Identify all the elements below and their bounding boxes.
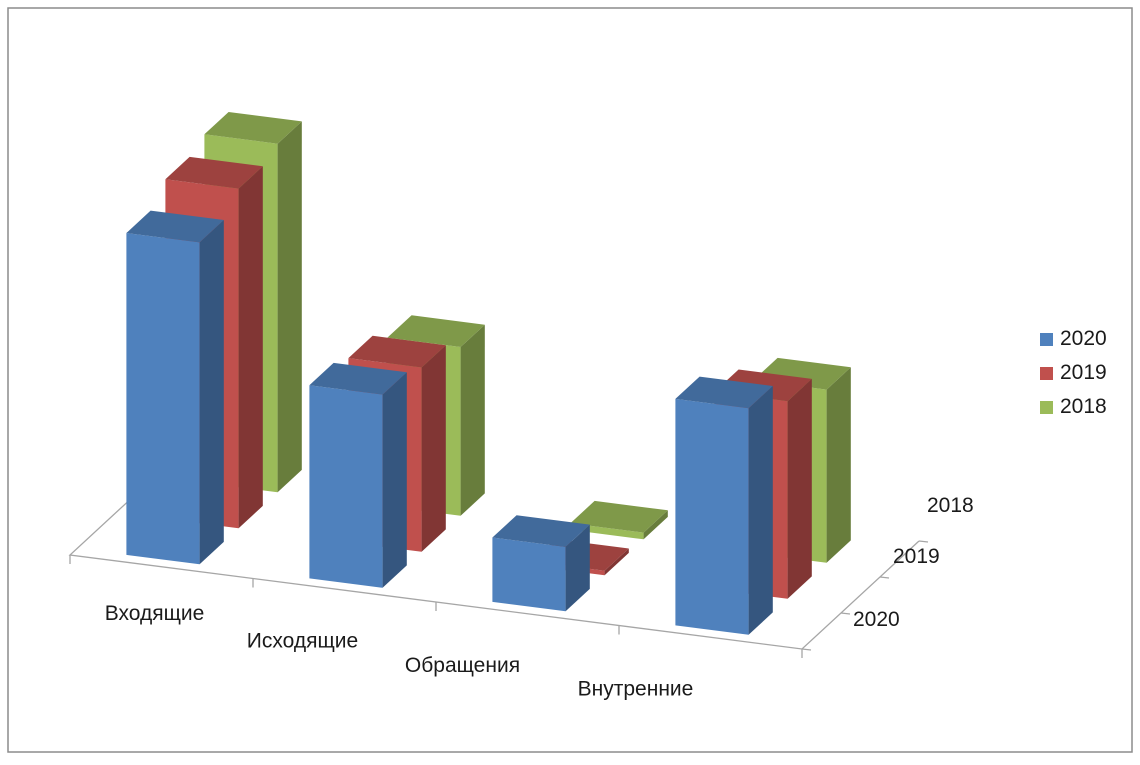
bar-top-face [204, 112, 302, 144]
bar-side-face [238, 166, 263, 529]
bars-layer [126, 112, 851, 635]
bar-side-face [787, 378, 812, 599]
bar-side-face [565, 524, 590, 612]
legend-swatch-2019 [1040, 366, 1053, 380]
category-label: Входящие [105, 602, 205, 625]
legend-label-2019: 2019 [1060, 361, 1107, 384]
bar-side-face [199, 220, 224, 565]
bar-top-face [165, 156, 263, 189]
legend-swatch-2020 [1040, 332, 1053, 346]
bar-front-face [126, 233, 200, 565]
bar-side-face [460, 324, 485, 516]
category-label: Внутренние [578, 677, 694, 700]
legend-item-2019: 2019 [1040, 356, 1107, 390]
bar-side-face [277, 121, 302, 493]
category-label: Исходящие [247, 629, 358, 652]
legend-label-2020: 2020 [1060, 327, 1107, 350]
depth-tick [918, 540, 929, 543]
bar-front-face [309, 385, 383, 588]
bar-side-face [604, 548, 629, 576]
depth-label: 2020 [853, 608, 900, 631]
depth-label: 2018 [927, 494, 974, 517]
legend-item-2018: 2018 [1040, 390, 1107, 424]
bar-top-face [675, 376, 773, 409]
bar-2020-4 [675, 376, 773, 635]
bar-side-face [748, 386, 773, 635]
bar-front-face [675, 398, 749, 635]
legend: 2020 2019 2018 [1040, 322, 1107, 424]
bar-2020-2 [309, 362, 407, 588]
bar-2020-3 [492, 515, 590, 612]
bar-front-face [492, 537, 566, 612]
bar-side-face [826, 367, 851, 563]
bar-2020-1 [126, 210, 224, 565]
depth-label: 2019 [893, 545, 940, 568]
bar-side-face [421, 345, 446, 552]
legend-swatch-2018 [1040, 400, 1053, 414]
depth-tick [879, 576, 890, 579]
bar-side-face [643, 510, 668, 540]
bar-top-face [492, 515, 590, 547]
bar-top-face [570, 500, 668, 533]
depth-tick [840, 612, 851, 615]
bar-top-face [126, 210, 224, 243]
legend-item-2020: 2020 [1040, 322, 1107, 356]
labels-layer: Входящие Исходящие Обращения Внутренние 2018… [105, 494, 974, 700]
category-label: Обращения [405, 654, 520, 677]
bar-top-face [387, 315, 485, 347]
depth-tick [801, 648, 812, 651]
legend-label-2018: 2018 [1060, 395, 1107, 418]
bar-top-face [348, 335, 446, 368]
bar-top-face [309, 362, 407, 395]
bar-side-face [382, 372, 407, 588]
